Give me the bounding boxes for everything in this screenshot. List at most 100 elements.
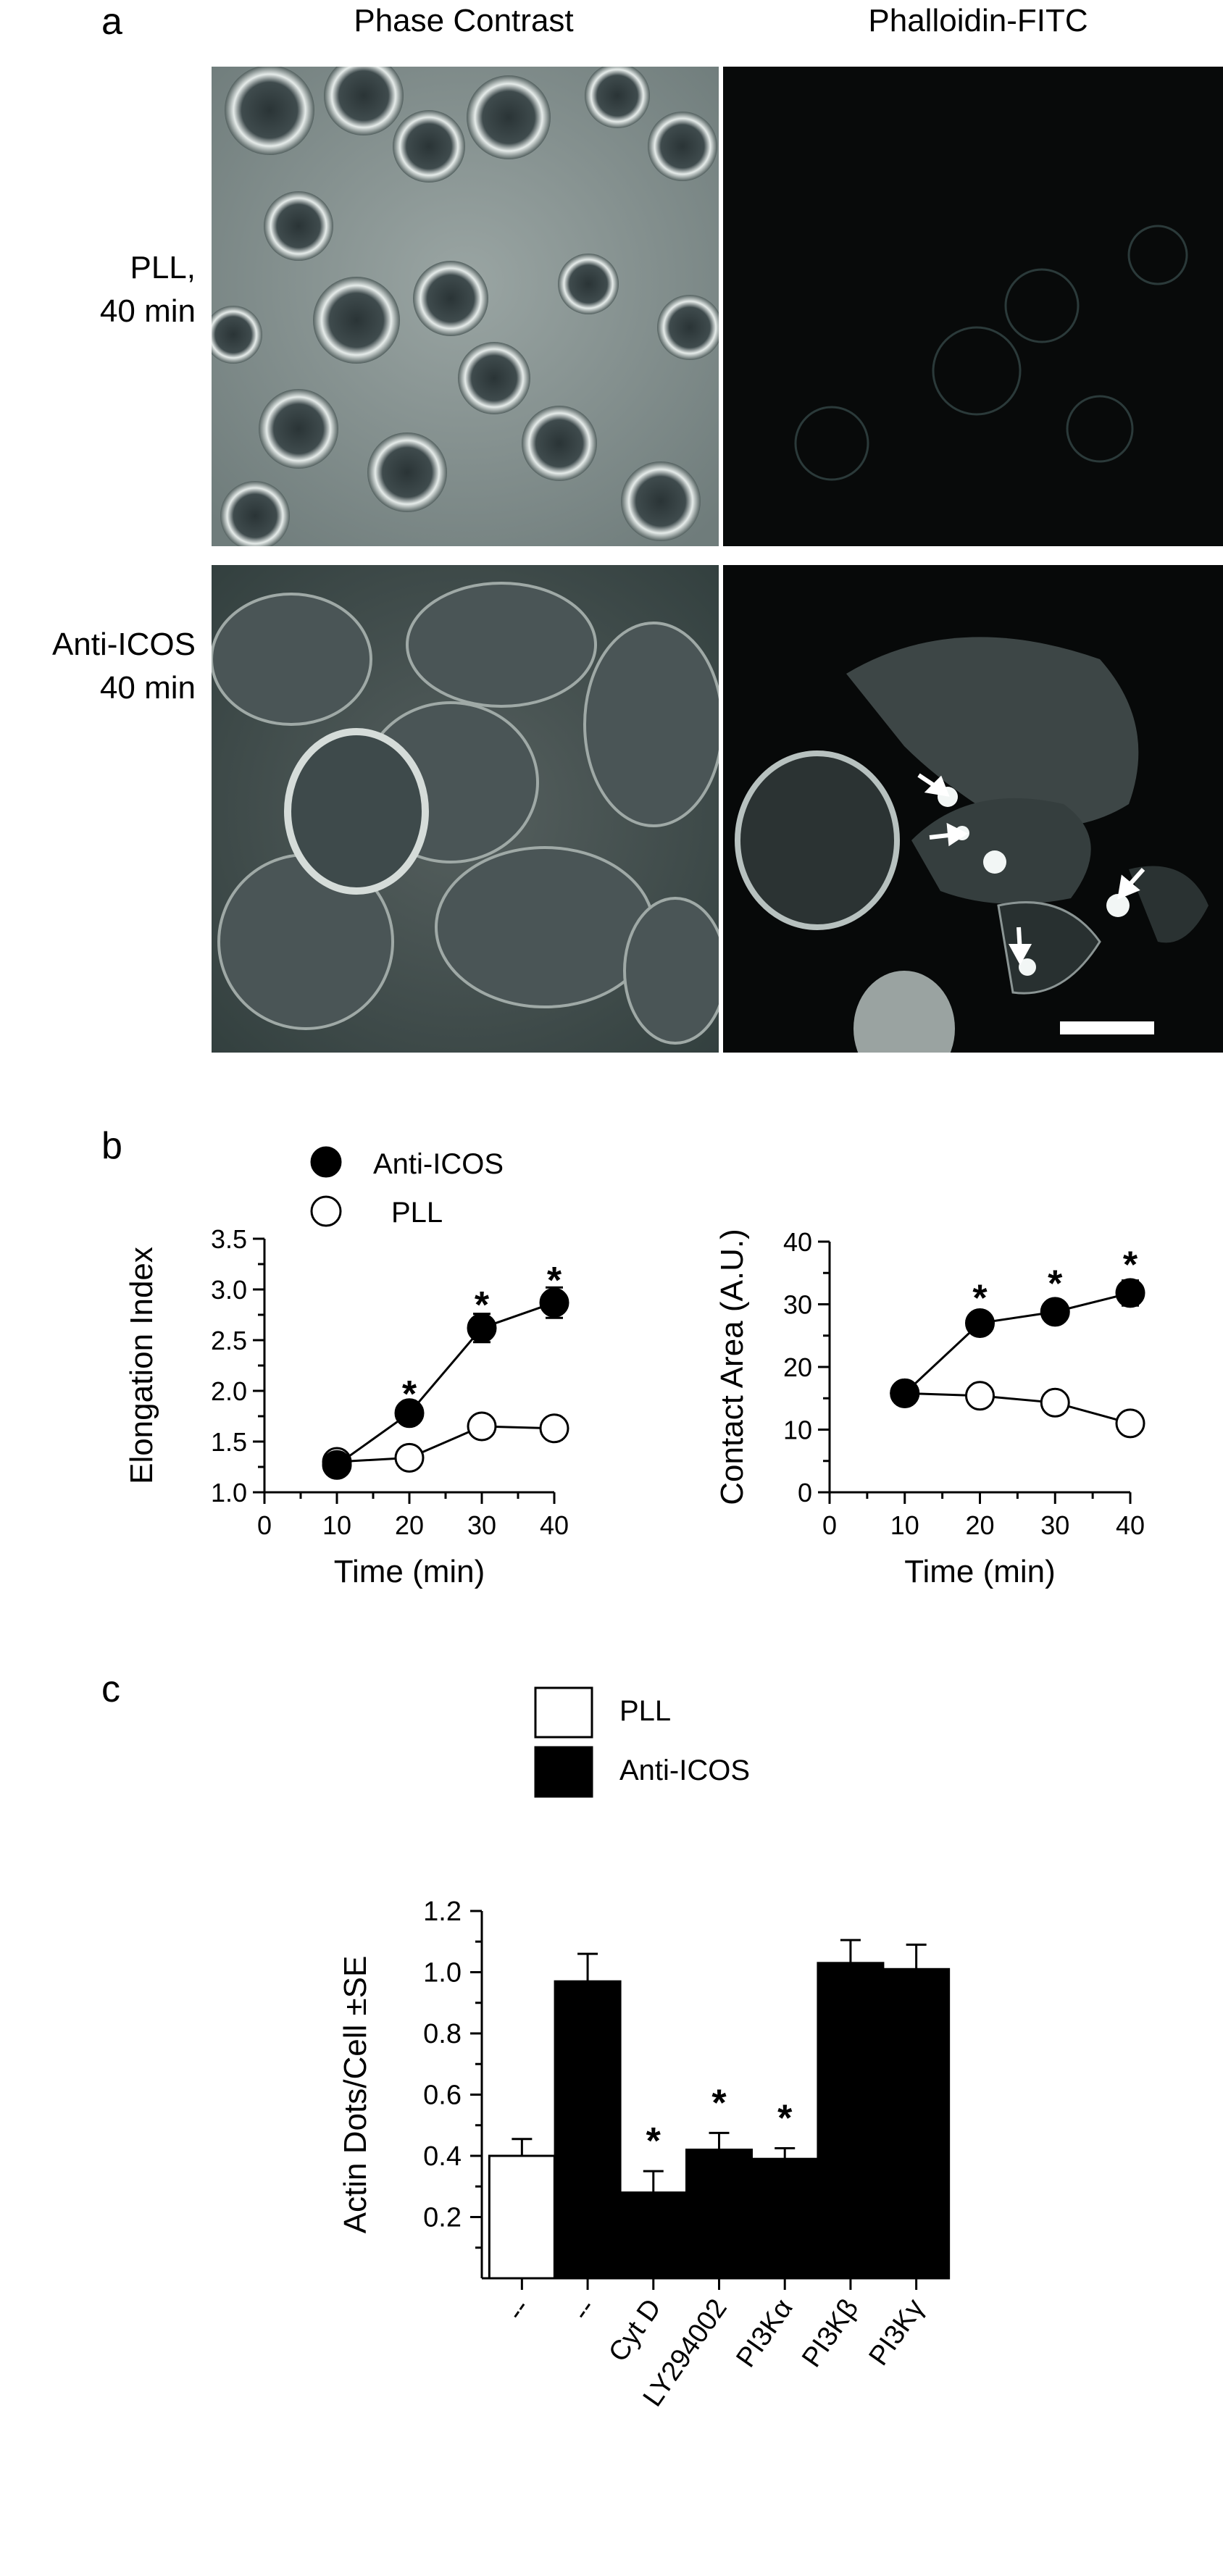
series-line-anti-icos: [336, 1301, 555, 1466]
legend-marker-pll: [310, 1195, 342, 1227]
y-tick-label: 0: [798, 1478, 812, 1507]
y-tick-label: 3.5: [211, 1224, 247, 1254]
legend-marker-anti-icos: [310, 1146, 342, 1178]
significance-star: *: [646, 2120, 661, 2162]
y-tick-label: 1.0: [211, 1478, 247, 1507]
data-point-pll: [965, 1381, 995, 1411]
y-tick-label: 20: [783, 1352, 812, 1382]
significance-star: *: [972, 1278, 988, 1320]
bar: [817, 1962, 885, 2280]
y-axis-title: Contact Area (A.U.): [714, 1229, 750, 1505]
data-point-anti-icos: [890, 1378, 920, 1408]
column-heading-phase-contrast: Phase Contrast: [354, 3, 574, 38]
x-tick-label: 30: [1040, 1510, 1069, 1540]
data-point-anti-icos: [539, 1287, 569, 1318]
y-tick-label: 30: [783, 1290, 812, 1320]
chart-elongation-index: 1.0 1.5 2.0 2.5 3.0 3.5 0 10 20 30 40 Time (min) Elo…: [124, 1224, 569, 1589]
x-tick-label: 0: [822, 1510, 837, 1540]
series-line-pll: [904, 1392, 1131, 1425]
y-tick-label: 0.2: [423, 2203, 462, 2233]
y-axis-title: Actin Dots/Cell ±SE: [338, 1956, 373, 2234]
y-tick-label: 0.8: [423, 2019, 462, 2049]
data-point-anti-icos: [394, 1398, 425, 1429]
panel-c-legend-swatches: [534, 1686, 593, 1798]
significance-star: *: [711, 2082, 727, 2124]
y-tick-label: 1.0: [423, 1958, 462, 1989]
y-tick-label: 1.5: [211, 1427, 247, 1457]
bar: [554, 1980, 622, 2280]
row-label-pll-line2: 40 min: [99, 293, 196, 329]
micrograph-phase-anti-icos: [212, 565, 719, 1053]
significance-star: *: [777, 2097, 793, 2139]
y-tick-label: 0.6: [423, 2081, 462, 2111]
panel-b-letter: b: [101, 1125, 122, 1167]
data-point-anti-icos: [1115, 1278, 1145, 1308]
micrograph-phalloidin-anti-icos: [723, 565, 1223, 1053]
y-tick-label: 2.5: [211, 1326, 247, 1355]
data-point-pll: [539, 1413, 569, 1444]
data-point-pll: [394, 1442, 425, 1473]
x-category-label: Cyt D: [603, 2293, 667, 2367]
x-tick-label: 10: [322, 1510, 351, 1540]
panel-a-letter: a: [101, 1, 122, 43]
y-tick-label: 40: [783, 1227, 812, 1257]
y-tick-label: 1.2: [423, 1897, 462, 1927]
data-point-anti-icos: [965, 1308, 995, 1338]
data-point-pll: [1040, 1387, 1070, 1418]
x-axis-title: Time (min): [334, 1554, 485, 1589]
x-tick-label: 0: [257, 1510, 272, 1540]
legend-label-pll: PLL: [391, 1197, 443, 1229]
legend-swatch-pll: [534, 1686, 593, 1739]
micrograph-phalloidin-pll: [723, 67, 1223, 546]
legend-label-anti-icos: Anti-ICOS: [373, 1148, 504, 1180]
significance-star: *: [475, 1284, 490, 1326]
data-point-anti-icos: [322, 1450, 352, 1480]
y-tick-label: 3.0: [211, 1275, 247, 1305]
bar: [882, 1967, 951, 2280]
bar: [619, 2191, 688, 2280]
y-tick-label: 2.0: [211, 1376, 247, 1406]
y-axis-title: Elongation Index: [124, 1247, 159, 1484]
data-point-anti-icos: [467, 1313, 497, 1343]
row-label-pll: PLL, 40 min: [0, 246, 196, 333]
y-tick-label: 0.4: [423, 2141, 462, 2172]
x-tick-label: 20: [965, 1510, 994, 1540]
bar: [751, 2157, 819, 2280]
data-point-anti-icos: [1040, 1297, 1070, 1327]
row-label-anti-icos-line2: 40 min: [99, 670, 196, 706]
legend-swatch-anti-icos: [534, 1746, 593, 1798]
x-category-label: PI3Kβ: [796, 2293, 864, 2372]
legend-label-anti-icos-bar: Anti-ICOS: [619, 1755, 751, 1786]
data-point-pll: [467, 1411, 497, 1442]
legend-label-pll-bar: PLL: [619, 1695, 672, 1727]
x-tick-label: 10: [890, 1510, 919, 1540]
panel-c-letter: c: [101, 1668, 120, 1710]
panel-b-legend-markers: [310, 1146, 342, 1227]
significance-star: *: [402, 1373, 417, 1415]
significance-star: *: [547, 1260, 562, 1302]
x-category-label: --: [567, 2293, 602, 2326]
bar: [488, 2154, 556, 2280]
row-label-pll-line1: PLL,: [130, 250, 196, 285]
x-axis-title: Time (min): [904, 1554, 1056, 1589]
row-label-anti-icos-line1: Anti-ICOS: [51, 627, 196, 662]
x-category-label: PI3Kα: [730, 2293, 798, 2373]
chart-contact-area: 0 10 20 30 40 0 10 20 30 40 Time (min) Contact Area…: [714, 1227, 1145, 1589]
bar: [685, 2149, 753, 2280]
x-tick-label: 20: [395, 1510, 424, 1540]
x-category-label: --: [501, 2293, 536, 2326]
row-label-anti-icos: Anti-ICOS 40 min: [0, 623, 196, 710]
data-point-pll: [1115, 1408, 1145, 1439]
series-line-anti-icos: [903, 1292, 1131, 1394]
chart-actin-dots: 0.2 0.4 0.6 0.8 1.0 1.2 Actin Dots/Cell ±SE -- -…: [338, 1897, 951, 2412]
micrograph-phase-pll: [212, 67, 719, 546]
x-category-label: PI3Kγ: [863, 2293, 930, 2371]
x-tick-label: 30: [467, 1510, 496, 1540]
series-line-pll: [336, 1425, 555, 1463]
significance-star: *: [1048, 1263, 1063, 1305]
y-tick-label: 10: [783, 1415, 812, 1445]
x-tick-label: 40: [1116, 1510, 1145, 1540]
x-tick-label: 40: [540, 1510, 569, 1540]
significance-star: *: [1123, 1245, 1138, 1287]
column-heading-phalloidin: Phalloidin-FITC: [868, 3, 1088, 38]
